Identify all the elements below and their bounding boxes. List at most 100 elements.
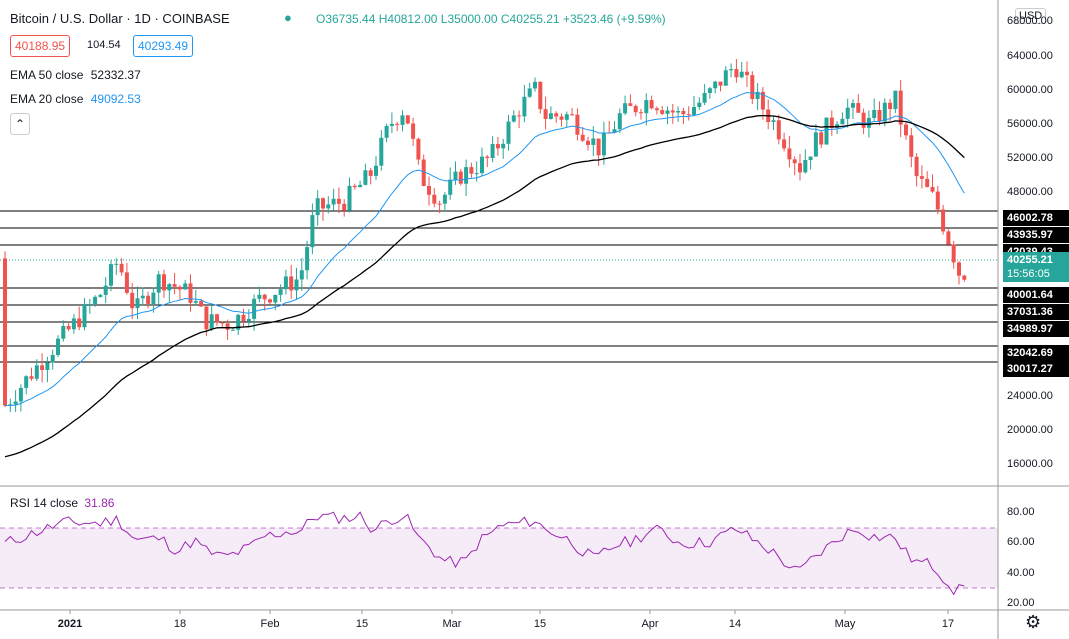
candle-body (723, 70, 728, 86)
ohlc-open: O36735.44 (316, 12, 376, 26)
candle-body (82, 304, 87, 328)
candle-body (236, 314, 241, 330)
candle-body (941, 209, 946, 232)
candle-body (241, 314, 246, 322)
candle-body (501, 143, 506, 149)
candle-body (596, 138, 601, 156)
candle-body (776, 120, 781, 140)
candle-body (480, 156, 484, 174)
price-axis-tick: 20000.00 (1007, 424, 1053, 436)
candle-body (707, 88, 712, 93)
candle-body (851, 103, 855, 108)
candle-body (400, 115, 405, 125)
gear-icon[interactable]: ⚙ (1025, 612, 1042, 632)
price-axis-tick: 24000.00 (1007, 390, 1053, 402)
candle-body (930, 186, 935, 192)
candle-body (13, 401, 18, 405)
rsi-axis-tick: 40.00 (1007, 567, 1035, 579)
candle-body (824, 117, 829, 145)
candle-body (951, 244, 956, 263)
candle-body (40, 365, 45, 370)
current-price-tag: 40255.21 (1003, 252, 1069, 268)
candle-body (3, 258, 7, 406)
level-price-tag: 37031.36 (1003, 304, 1069, 320)
candle-body (278, 289, 283, 295)
candle-body (321, 198, 325, 209)
candle-body (352, 185, 357, 188)
time-axis-tick: 15 (355, 618, 369, 630)
candle-body (554, 113, 559, 117)
candle-body (914, 156, 919, 177)
candle-body (188, 283, 193, 303)
candle-body (559, 116, 564, 120)
price-axis-tick: 52000.00 (1007, 152, 1053, 164)
time-axis-tick: Feb (260, 618, 280, 630)
candle-body (612, 129, 617, 133)
candle-body (124, 272, 129, 293)
candle-body (882, 102, 887, 122)
candle-body (411, 123, 416, 139)
candle-body (50, 354, 55, 363)
candle-body (315, 198, 320, 216)
candle-body (257, 294, 262, 299)
candle-body (925, 178, 930, 187)
rsi-value: 31.86 (84, 496, 115, 510)
candle-body (193, 301, 198, 303)
ohlc-change: +3523.46 (+9.59%) (562, 12, 666, 26)
ema50-legend[interactable]: EMA 50 close 52332.37 (10, 68, 141, 82)
candle-body (617, 113, 622, 130)
price-axis-tick: 60000.00 (1007, 84, 1053, 96)
candle-body (628, 103, 633, 106)
candle-body (787, 148, 792, 160)
candle-body (564, 114, 569, 120)
spread-value: 104.54 (87, 39, 121, 51)
ema50-label: EMA 50 close (10, 68, 84, 82)
buy-button[interactable]: 40293.49 (133, 35, 194, 57)
ema50-value: 52332.37 (90, 68, 141, 82)
ema20-legend[interactable]: EMA 20 close 49092.53 (10, 92, 141, 106)
candle-body (29, 376, 34, 379)
time-axis-tick: 18 (173, 618, 187, 630)
candle-body (829, 117, 834, 129)
candle-body (294, 279, 299, 291)
candle-body (782, 139, 787, 149)
candle-body (363, 170, 368, 185)
candle-body (177, 286, 182, 290)
level-price-tag: 32042.69 (1003, 345, 1069, 361)
candle-body (665, 110, 670, 114)
candle-body (71, 318, 76, 330)
candle-body (109, 264, 113, 286)
candle-body (119, 263, 124, 273)
candle-body (384, 125, 389, 138)
level-price-tag: 46002.78 (1003, 210, 1069, 226)
collapse-legend-button[interactable]: ⌃ (10, 113, 30, 135)
candle-body (840, 118, 845, 125)
candle-body (458, 171, 463, 184)
candle-body (305, 247, 310, 271)
candle-body (946, 231, 951, 245)
candle-body (262, 294, 267, 300)
candle-body (904, 124, 908, 136)
ohlc-high: H40812.00 (378, 12, 438, 26)
candle-body (548, 113, 553, 119)
candle-body (18, 387, 23, 402)
level-price-tag: 34989.97 (1003, 321, 1069, 337)
rsi-label: RSI 14 close (10, 496, 79, 510)
time-axis-tick: Mar (442, 618, 462, 630)
candle-body (681, 110, 686, 115)
candle-body (813, 132, 818, 157)
candle-body (543, 109, 548, 119)
price-axis-tick: 64000.00 (1007, 50, 1053, 62)
candle-body (299, 270, 304, 280)
sell-button[interactable]: 40188.95 (10, 35, 71, 57)
status-dot-icon: ● (284, 10, 292, 25)
candle-body (162, 274, 166, 291)
currency-button[interactable]: USD (1015, 8, 1047, 24)
candle-body (580, 134, 585, 141)
candle-body (893, 90, 898, 110)
level-price-tag: 40001.64 (1003, 287, 1069, 303)
candle-body (416, 138, 421, 160)
rsi-legend[interactable]: RSI 14 close 31.86 (10, 496, 114, 510)
candle-body (448, 179, 453, 195)
